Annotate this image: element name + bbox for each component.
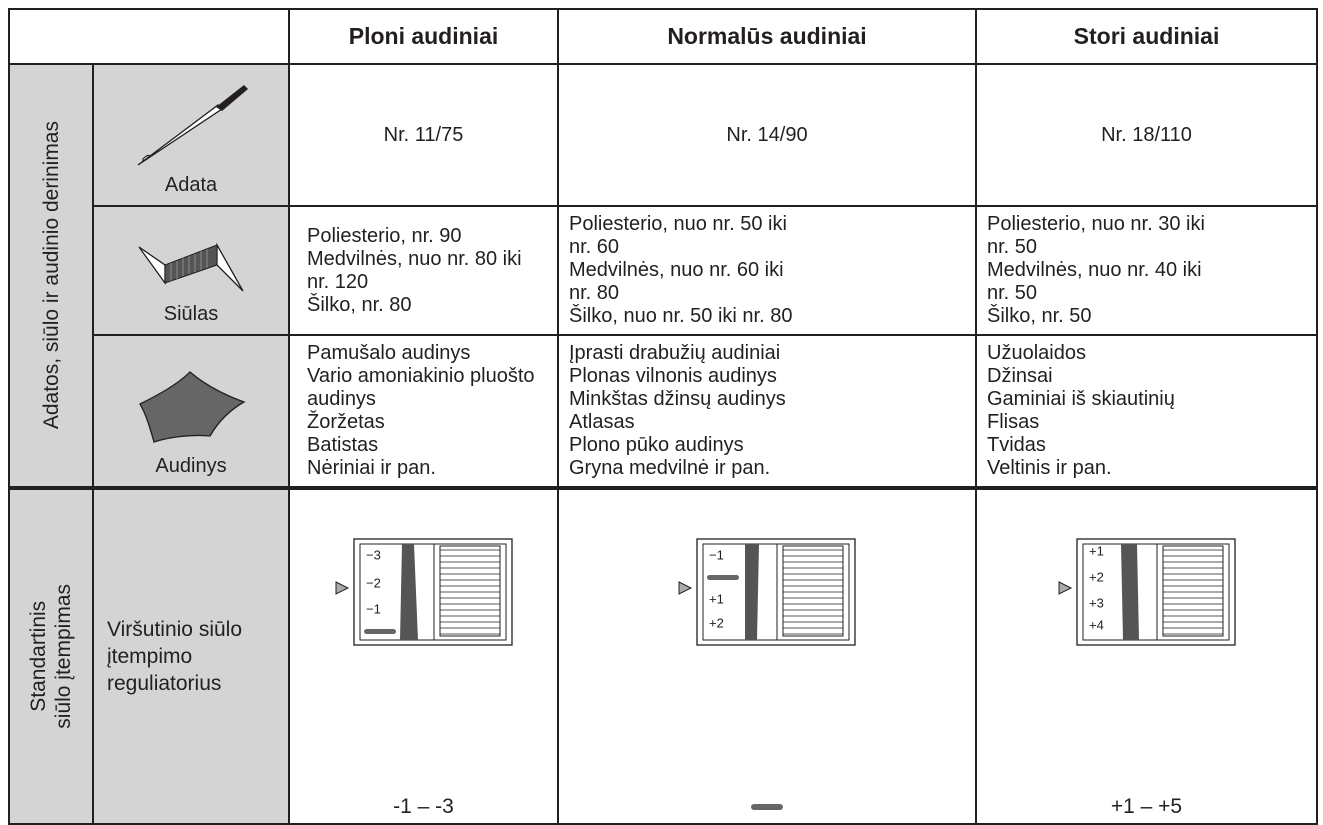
cell-line: Tvidas bbox=[987, 434, 1046, 456]
group-label-line: siūlo įtempimas bbox=[52, 584, 75, 729]
dial-label: +1 bbox=[709, 591, 724, 606]
tension-dial: +1 +2 +3 +4 bbox=[1058, 538, 1236, 646]
dial-label: −1 bbox=[709, 547, 724, 562]
row-label: Adata bbox=[164, 174, 218, 196]
cell: +1 +2 +3 +4 +1 – +5 bbox=[975, 486, 1318, 825]
thread-row: Siūlas Poliesterio, nr. 90 Medvilnės, nu… bbox=[9, 205, 1318, 336]
dial-label: +2 bbox=[1089, 569, 1104, 584]
cell-line: nr. 80 bbox=[569, 282, 620, 304]
cell-line: nr. 60 bbox=[569, 236, 620, 258]
group-label-line: Standartinis bbox=[27, 601, 50, 712]
cell-line: Gryna medvilnė ir pan. bbox=[569, 457, 771, 479]
cell-line: Veltinis ir pan. bbox=[987, 457, 1112, 479]
row-label: Audinys bbox=[155, 455, 227, 477]
row-label-cell: Adata bbox=[92, 63, 290, 207]
cell-line: Medvilnės, nuo nr. 40 iki bbox=[987, 259, 1202, 281]
setting-label: +1 – +5 bbox=[1110, 795, 1183, 818]
cell: Poliesterio, nuo nr. 30 iki nr. 50 Medvi… bbox=[975, 205, 1318, 336]
row-label-line: Viršutinio siūlo bbox=[107, 618, 243, 641]
fabric-icon bbox=[139, 371, 246, 443]
header-row: Ploni audiniai Normalūs audiniai Stori a… bbox=[8, 8, 1318, 65]
cell-line: Flisas bbox=[987, 411, 1040, 433]
cell-line: nr. 50 bbox=[987, 236, 1038, 258]
group-label: Standartinis siūlo įtempimas bbox=[26, 584, 76, 729]
cell-line: Medvilnės, nuo nr. 60 iki bbox=[569, 259, 784, 281]
cell-line: Poliesterio, nuo nr. 50 iki bbox=[569, 213, 787, 235]
row-label-cell: Audinys bbox=[92, 334, 290, 489]
group-label-cell: Adatos, siūlo ir audinio derinimas bbox=[8, 63, 94, 489]
setting-marker bbox=[751, 804, 783, 810]
cell: Nr. 11/75 bbox=[288, 63, 559, 207]
dial-label: +3 bbox=[1089, 595, 1104, 610]
cell-line: Medvilnės, nuo nr. 80 iki bbox=[307, 247, 522, 270]
row-label-line: įtempimo bbox=[107, 645, 193, 668]
spool-icon bbox=[138, 242, 244, 292]
column-header: Normalūs audiniai bbox=[557, 8, 977, 65]
cell-line: Atlasas bbox=[569, 411, 635, 433]
column-header: Stori audiniai bbox=[975, 8, 1318, 65]
cell-line: Plonas vilnonis audinys bbox=[569, 365, 777, 387]
setting-label: -1 – -3 bbox=[393, 795, 454, 818]
cell-line: Šilko, nuo nr. 50 iki nr. 80 bbox=[569, 305, 793, 327]
cell-line: Įprasti drabužių audiniai bbox=[569, 342, 781, 364]
cell-line: audinys bbox=[307, 388, 376, 410]
cell-text: Nr. 11/75 bbox=[383, 123, 464, 146]
cell-line: nr. 120 bbox=[307, 270, 369, 293]
tension-dial: −1 +1 +2 bbox=[678, 538, 856, 646]
cell-line: Poliesterio, nr. 90 bbox=[307, 224, 462, 247]
cell: Nr. 14/90 bbox=[557, 63, 977, 207]
cell-line: Pamušalo audinys bbox=[307, 342, 471, 364]
tension-dial: −3 −2 −1 bbox=[335, 538, 513, 646]
cell: Pamušalo audinys Vario amoniakinio pluoš… bbox=[288, 334, 559, 489]
cell-text: Nr. 18/110 bbox=[1101, 123, 1192, 146]
dial-label: −3 bbox=[366, 547, 381, 562]
column-header: Ploni audiniai bbox=[288, 8, 559, 65]
empty-header bbox=[8, 8, 290, 65]
cell-line: Džinsai bbox=[987, 365, 1053, 387]
dial-label: +4 bbox=[1089, 617, 1104, 632]
cell: Įprasti drabužių audiniai Plonas vilnoni… bbox=[557, 334, 977, 489]
cell: Užuolaidos Džinsai Gaminiai iš skiautini… bbox=[975, 334, 1318, 489]
cell-line: nr. 50 bbox=[987, 282, 1038, 304]
cell: −3 −2 −1 -1 – -3 bbox=[288, 486, 559, 825]
group-label-cell: Standartinis siūlo įtempimas bbox=[8, 486, 94, 825]
cell-line: Minkštas džinsų audinys bbox=[569, 388, 786, 410]
row-label-line: reguliatorius bbox=[107, 672, 222, 695]
cell: Poliesterio, nr. 90 Medvilnės, nuo nr. 8… bbox=[288, 205, 559, 336]
cell: Nr. 18/110 bbox=[975, 63, 1318, 207]
dial-label: +2 bbox=[709, 615, 724, 630]
dial-label: −1 bbox=[366, 601, 381, 616]
cell: −1 +1 +2 bbox=[557, 486, 977, 825]
row-label: Siūlas bbox=[163, 303, 219, 325]
needle-row: Adatos, siūlo ir audinio derinimas Adata… bbox=[8, 63, 1318, 489]
cell-line: Užuolaidos bbox=[987, 342, 1086, 364]
dial-label: +1 bbox=[1089, 543, 1104, 558]
fabric-row: Audinys Pamušalo audinys Vario amoniakin… bbox=[9, 334, 1318, 489]
dial-label: −2 bbox=[366, 575, 381, 590]
row-label-cell: Siūlas bbox=[92, 205, 290, 336]
cell-line: Šilko, nr. 50 bbox=[987, 305, 1092, 327]
tension-row: Standartinis siūlo įtempimas Viršutinio … bbox=[8, 486, 1318, 825]
cell-line: Šilko, nr. 80 bbox=[307, 293, 412, 316]
cell-line: Nėriniai ir pan. bbox=[307, 457, 436, 479]
combination-table: Ploni audiniai Normalūs audiniai Stori a… bbox=[8, 8, 1318, 825]
cell-line: Gaminiai iš skiautinių bbox=[987, 388, 1175, 410]
cell-line: Žoržetas bbox=[307, 411, 385, 433]
cell-text: Nr. 14/90 bbox=[726, 123, 808, 146]
group-label: Adatos, siūlo ir audinio derinimas bbox=[39, 121, 63, 430]
cell-line: Vario amoniakinio pluošto bbox=[307, 365, 535, 387]
needle-icon bbox=[137, 85, 248, 166]
cell-line: Batistas bbox=[307, 434, 379, 456]
cell-line: Poliesterio, nuo nr. 30 iki bbox=[987, 213, 1205, 235]
row-label-cell: Viršutinio siūlo įtempimo reguliatorius bbox=[92, 486, 290, 825]
cell: Poliesterio, nuo nr. 50 iki nr. 60 Medvi… bbox=[557, 205, 977, 336]
cell-line: Plono pūko audinys bbox=[569, 434, 744, 456]
